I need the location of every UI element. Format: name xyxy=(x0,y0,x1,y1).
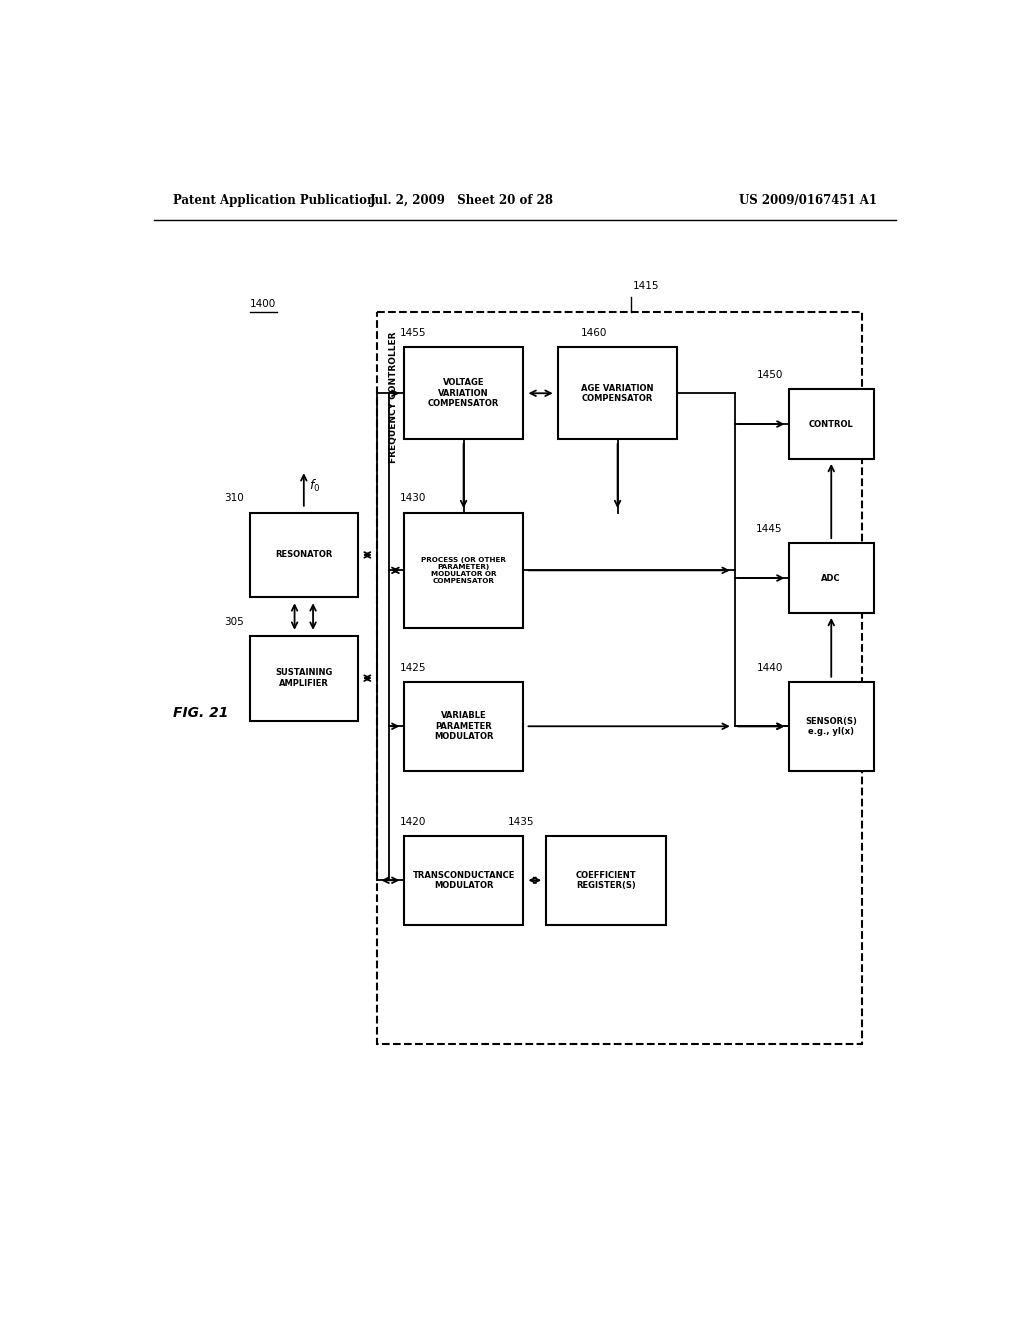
Text: SENSOR(S)
e.g., yI(x): SENSOR(S) e.g., yI(x) xyxy=(805,717,857,737)
Text: 1400: 1400 xyxy=(250,298,276,309)
Bar xyxy=(403,347,523,440)
Bar xyxy=(250,512,357,597)
Text: US 2009/0167451 A1: US 2009/0167451 A1 xyxy=(739,194,878,207)
Text: FIG. 21: FIG. 21 xyxy=(173,706,228,719)
Text: SUSTAINING
AMPLIFIER: SUSTAINING AMPLIFIER xyxy=(275,668,333,688)
Text: 1455: 1455 xyxy=(400,327,427,338)
Text: 1420: 1420 xyxy=(400,817,426,826)
Text: 1425: 1425 xyxy=(400,663,427,673)
Text: Patent Application Publication: Patent Application Publication xyxy=(173,194,376,207)
Text: VARIABLE
PARAMETER
MODULATOR: VARIABLE PARAMETER MODULATOR xyxy=(434,711,494,741)
Text: Jul. 2, 2009   Sheet 20 of 28: Jul. 2, 2009 Sheet 20 of 28 xyxy=(370,194,554,207)
Text: VOLTAGE
VARIATION
COMPENSATOR: VOLTAGE VARIATION COMPENSATOR xyxy=(428,379,500,408)
Text: TRANSCONDUCTANCE
MODULATOR: TRANSCONDUCTANCE MODULATOR xyxy=(413,871,515,890)
Text: $f_0$: $f_0$ xyxy=(309,478,321,494)
Text: 1430: 1430 xyxy=(400,494,426,503)
Text: 1415: 1415 xyxy=(633,281,659,290)
Text: ADC: ADC xyxy=(821,574,841,582)
Bar xyxy=(377,313,862,1044)
Text: 1440: 1440 xyxy=(757,663,782,673)
Text: 1435: 1435 xyxy=(508,817,535,826)
Bar xyxy=(250,636,357,721)
Bar xyxy=(403,512,523,628)
Text: 1450: 1450 xyxy=(757,370,782,380)
Text: PROCESS (OR OTHER
PARAMETER)
MODULATOR OR
COMPENSATOR: PROCESS (OR OTHER PARAMETER) MODULATOR O… xyxy=(421,557,506,583)
Bar xyxy=(788,544,873,612)
Text: FREQUENCY CONTROLLER: FREQUENCY CONTROLLER xyxy=(388,331,397,463)
Text: CONTROL: CONTROL xyxy=(809,420,854,429)
Bar xyxy=(403,836,523,924)
Bar xyxy=(403,682,523,771)
Text: 310: 310 xyxy=(224,494,244,503)
Text: RESONATOR: RESONATOR xyxy=(275,550,333,560)
Bar xyxy=(788,682,873,771)
Text: 305: 305 xyxy=(224,616,244,627)
Bar xyxy=(547,836,666,924)
Text: COEFFICIENT
REGISTER(S): COEFFICIENT REGISTER(S) xyxy=(575,871,636,890)
Text: AGE VARIATION
COMPENSATOR: AGE VARIATION COMPENSATOR xyxy=(582,384,654,403)
Bar xyxy=(558,347,677,440)
Bar xyxy=(788,389,873,459)
Text: 1460: 1460 xyxy=(581,327,607,338)
Text: 1445: 1445 xyxy=(757,524,782,535)
